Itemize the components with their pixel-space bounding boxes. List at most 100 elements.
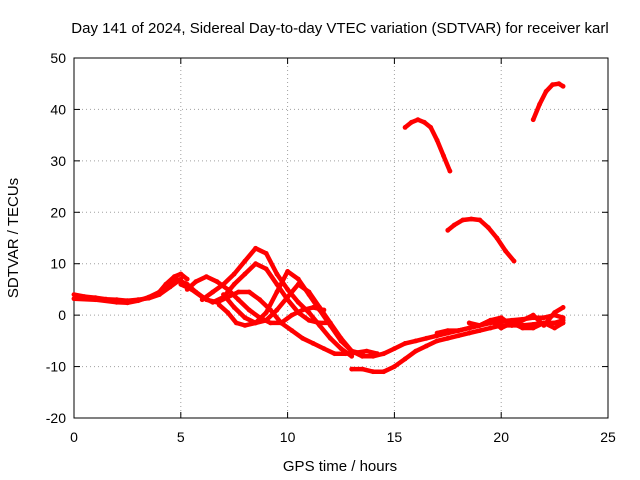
data-point (289, 328, 295, 333)
y-tick-label: 40 (50, 101, 66, 117)
data-point (184, 276, 190, 282)
data-point (552, 325, 557, 331)
data-point (295, 310, 301, 315)
data-point (537, 101, 542, 107)
data-point (204, 274, 209, 279)
data-point (550, 82, 555, 88)
data-point (415, 117, 421, 123)
data-point (321, 346, 327, 351)
data-point (231, 281, 237, 287)
data-point (498, 315, 504, 321)
data-point (163, 287, 169, 292)
data-point (332, 351, 337, 357)
data-point (486, 225, 491, 231)
data-point (278, 320, 284, 326)
data-point (494, 235, 500, 241)
data-point (253, 320, 258, 326)
plot-frame (73, 57, 609, 419)
data-point (428, 125, 434, 130)
data-point (274, 307, 280, 313)
data-point (381, 369, 387, 375)
grid (74, 58, 608, 418)
data-point (231, 271, 237, 277)
data-point (424, 335, 429, 341)
data-point (488, 325, 493, 331)
data-point (268, 320, 273, 326)
data-point (421, 119, 427, 125)
data-point (543, 89, 549, 94)
data-point (236, 289, 241, 295)
data-point (556, 81, 562, 87)
data-point (253, 261, 258, 267)
data-point (210, 299, 216, 305)
data-point (178, 281, 184, 287)
data-point (360, 366, 365, 372)
data-point (364, 348, 369, 354)
data-point (295, 299, 301, 305)
y-tick-label: 30 (50, 153, 66, 169)
series-line-track-13 (445, 216, 517, 264)
data-point (93, 297, 98, 303)
data-point (530, 312, 536, 318)
data-point (445, 335, 451, 341)
y-tick-label: 0 (58, 307, 66, 323)
data-point (125, 300, 130, 306)
data-point (520, 325, 525, 331)
data-point (338, 335, 344, 341)
data-point (327, 320, 333, 326)
data-point (511, 258, 517, 264)
x-tick-label: 10 (280, 429, 296, 445)
data-point (210, 289, 216, 295)
data-point (231, 305, 237, 310)
data-point (498, 325, 504, 331)
data-point (295, 281, 301, 287)
x-tick-label: 25 (600, 429, 616, 445)
data-point (71, 296, 77, 302)
data-point (349, 348, 355, 354)
data-point (221, 292, 226, 297)
data-point (221, 281, 226, 287)
data-point (541, 320, 547, 326)
data-point (349, 366, 355, 372)
data-point (174, 276, 179, 282)
data-point (468, 216, 474, 222)
data-point (456, 333, 461, 339)
data-point (477, 217, 483, 223)
data-point (560, 320, 566, 326)
y-axis-label: SDTVAR / TECUs (5, 178, 22, 298)
data-point (424, 343, 429, 349)
data-point (242, 323, 248, 328)
data-point (451, 222, 457, 228)
data-point (349, 353, 355, 359)
data-point (560, 305, 566, 310)
data-point (434, 330, 440, 336)
data-point (263, 317, 269, 323)
data-point (488, 317, 493, 323)
data-point (530, 325, 536, 331)
data-point (114, 299, 120, 305)
data-point (285, 269, 290, 274)
data-point (274, 289, 280, 295)
data-point (263, 251, 269, 256)
data-point (274, 271, 280, 277)
data-point (402, 341, 408, 346)
data-point (317, 305, 322, 310)
data-point (216, 302, 222, 308)
data-point (413, 348, 419, 354)
data-point (193, 279, 199, 285)
data-point (552, 310, 557, 315)
series-line-track-11 (466, 318, 566, 331)
data-point (246, 289, 252, 295)
data-point (360, 353, 365, 359)
data-point (157, 289, 162, 295)
x-tick-label: 15 (387, 429, 403, 445)
data-point (178, 271, 184, 277)
y-tick-label: 50 (50, 50, 66, 66)
data-point (242, 258, 248, 264)
data-point (477, 328, 483, 333)
y-tick-label: -20 (46, 410, 66, 426)
y-tick-label: -10 (46, 359, 66, 375)
data-point (447, 168, 453, 174)
data-point (246, 307, 252, 313)
